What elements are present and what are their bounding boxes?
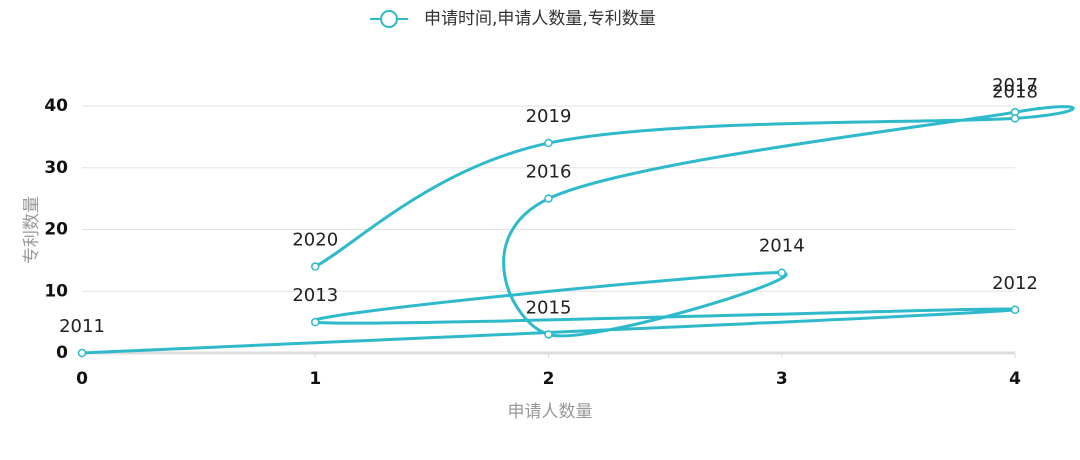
data-point bbox=[311, 262, 320, 271]
x-tick-label: 4 bbox=[1009, 369, 1021, 389]
data-point bbox=[777, 268, 786, 277]
data-point bbox=[311, 317, 320, 327]
point-label: 2017 bbox=[992, 75, 1038, 96]
point-label: 2013 bbox=[292, 285, 338, 306]
legend-marker bbox=[380, 10, 398, 28]
point-label: 2015 bbox=[526, 297, 572, 318]
y-tick-label: 10 bbox=[44, 281, 68, 301]
data-point bbox=[1010, 114, 1020, 123]
point-label: 2011 bbox=[59, 316, 105, 337]
x-axis-label: 申请人数量 bbox=[508, 402, 593, 422]
data-point bbox=[544, 194, 553, 203]
y-tick-label: 0 bbox=[56, 343, 68, 363]
x-tick-label: 2 bbox=[543, 369, 555, 389]
point-label: 2012 bbox=[992, 273, 1038, 294]
y-tick-label: 40 bbox=[44, 96, 68, 116]
point-label: 2020 bbox=[292, 230, 338, 251]
legend-label: 申请时间,申请人数量,专利数量 bbox=[424, 9, 656, 29]
data-point bbox=[544, 330, 553, 339]
point-label: 2014 bbox=[759, 236, 805, 257]
data-point bbox=[544, 138, 553, 148]
point-label: 2019 bbox=[526, 106, 572, 127]
legend[interactable]: 申请时间,申请人数量,专利数量 bbox=[370, 9, 656, 29]
point-label: 2018 bbox=[992, 81, 1038, 102]
x-tick-label: 3 bbox=[776, 369, 788, 389]
x-tick-label: 1 bbox=[309, 369, 321, 389]
y-axis-label: 专利数量 bbox=[22, 196, 42, 264]
y-tick-label: 30 bbox=[44, 158, 68, 178]
data-point bbox=[1010, 305, 1020, 315]
point-label: 2016 bbox=[526, 162, 572, 183]
y-tick-label: 20 bbox=[44, 220, 68, 240]
x-tick-label: 0 bbox=[76, 369, 88, 389]
data-point bbox=[77, 348, 87, 358]
